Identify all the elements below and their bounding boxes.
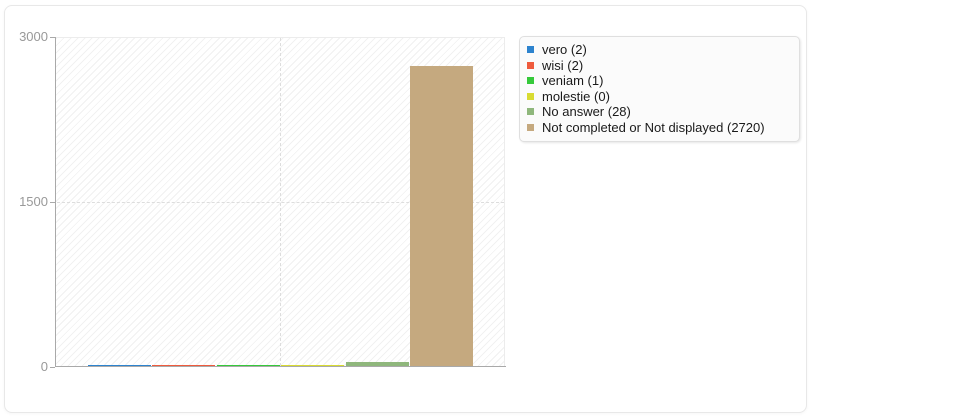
chart-card: 0 1500 3000 vero (2) wisi (2) veniam (1) mole…: [4, 5, 807, 413]
legend-item: veniam (1): [527, 73, 791, 89]
chart-legend: vero (2) wisi (2) veniam (1) molestie (0) No…: [519, 36, 800, 142]
y-tick-mark: [50, 367, 55, 368]
y-tick-label: 0: [40, 359, 48, 374]
y-tick-mark: [50, 202, 55, 203]
legend-item: vero (2): [527, 42, 791, 58]
legend-color-swatch: [527, 123, 534, 131]
legend-item: wisi (2): [527, 58, 791, 74]
legend-item-label: molestie (0): [542, 88, 610, 104]
legend-item-label: vero (2): [542, 42, 587, 58]
legend-item: molestie (0): [527, 89, 791, 105]
legend-item-label: Not completed or Not displayed (2720): [542, 119, 765, 135]
legend-color-swatch: [527, 108, 534, 116]
legend-color-swatch: [527, 77, 534, 85]
bar-no-answer: [346, 362, 409, 367]
legend-color-swatch: [527, 92, 534, 100]
legend-item-label: veniam (1): [542, 73, 604, 89]
legend-item-label: wisi (2): [542, 57, 584, 73]
y-axis-line: [55, 37, 56, 367]
y-tick-label: 3000: [19, 29, 48, 44]
y-tick-mark: [50, 37, 55, 38]
y-tick-label: 1500: [19, 194, 48, 209]
legend-item: Not completed or Not displayed (2720): [527, 120, 791, 136]
bar-not-completed-or-not-displayed: [410, 66, 473, 367]
legend-item: No answer (28): [527, 104, 791, 120]
legend-color-swatch: [527, 46, 534, 54]
vertical-gridline: [280, 38, 281, 366]
x-axis-line: [55, 366, 506, 367]
legend-item-label: No answer (28): [542, 104, 631, 120]
legend-color-swatch: [527, 61, 534, 69]
